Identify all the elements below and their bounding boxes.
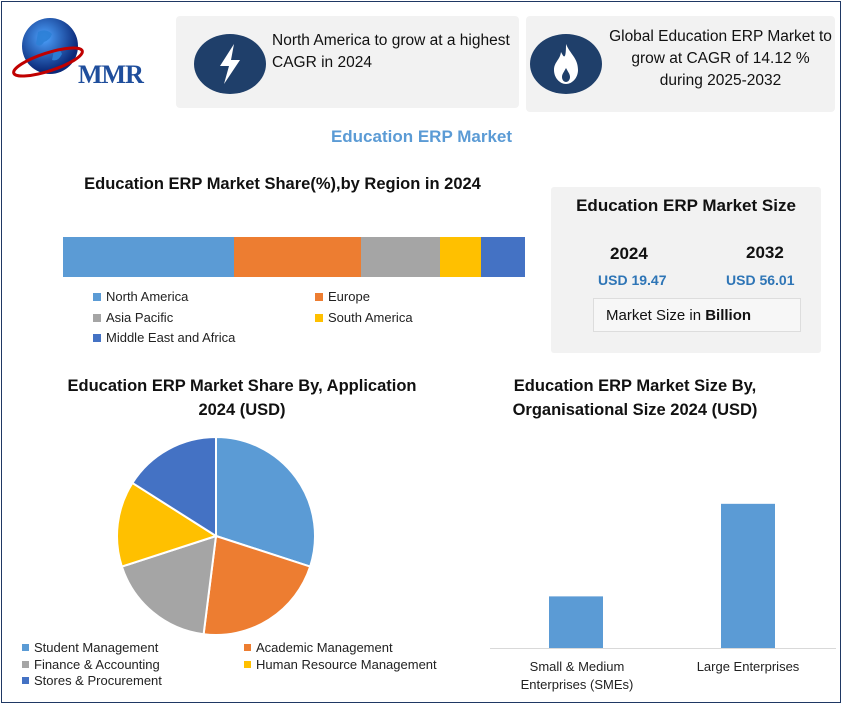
- globe-icon: [12, 18, 84, 78]
- legend-swatch: [93, 313, 101, 322]
- legend-item-north-america: North America: [93, 289, 188, 304]
- legend-item-south-america: South America: [315, 310, 413, 325]
- unit-bold: Billion: [705, 307, 752, 324]
- bar-segment-south-america: [439, 237, 482, 277]
- legend-swatch: [22, 644, 29, 651]
- card-text: North America to grow at a highest CAGR …: [272, 32, 510, 71]
- bar-segment-middle-east-and-africa: [481, 237, 525, 277]
- x-tick-label-large-enterprises: Large Enterprises: [696, 659, 800, 674]
- bar-small-medium-enterprises-smes: [549, 596, 603, 648]
- highlight-card-cagr: Global Education ERP Market to grow at C…: [526, 16, 835, 112]
- legend-swatch: [244, 661, 251, 668]
- legend-label: Student Management: [34, 640, 159, 655]
- legend-item-student-management: Student Management: [22, 640, 158, 655]
- legend-label: North America: [106, 289, 189, 304]
- org-size-chart-title: Education ERP Market Size By, Organisati…: [512, 377, 758, 419]
- main-title: Education ERP Market: [330, 127, 513, 146]
- market-size-title: Education ERP Market Size: [576, 196, 796, 215]
- application-chart-title: Education ERP Market Share By, Applicati…: [67, 377, 417, 419]
- unit-label: Market Size in Billion: [593, 298, 801, 332]
- value-2032: USD 56.01: [726, 272, 795, 288]
- pie-slice-stores-procurement: [131, 435, 217, 538]
- bar-segment-asia-pacific: [360, 237, 440, 277]
- legend-swatch: [315, 313, 323, 322]
- legend-label: South America: [328, 310, 413, 325]
- highlight-card-growth: North America to grow at a highest CAGR …: [176, 16, 519, 108]
- market-size-panel: Education ERP Market Size 2024 USD 19.47…: [551, 187, 821, 353]
- year-2032: 2032: [746, 243, 784, 262]
- application-pie-chart: [116, 435, 316, 636]
- pie-slice-student-management: [215, 435, 316, 568]
- legend-swatch: [22, 677, 29, 684]
- legend-item-academic-management: Academic Management: [244, 640, 393, 655]
- legend-label: Academic Management: [256, 640, 393, 655]
- legend-item-europe: Europe: [315, 289, 370, 304]
- region-stacked-bar: [63, 237, 525, 277]
- flame-icon: [530, 34, 602, 94]
- legend-swatch: [244, 644, 251, 651]
- legend-label: Asia Pacific: [106, 310, 174, 325]
- pie-slice-human-resource-management: [116, 481, 219, 568]
- legend-item-human-resource-management: Human Resource Management: [244, 657, 437, 672]
- legend-item-finance-accounting: Finance & Accounting: [22, 657, 160, 672]
- legend-label: Human Resource Management: [256, 657, 437, 672]
- legend-label: Middle East and Africa: [106, 330, 236, 345]
- legend-label: Stores & Procurement: [34, 673, 162, 688]
- pie-slice-finance-accounting: [120, 534, 218, 636]
- logo-text: MMR: [78, 60, 144, 89]
- legend-item-asia-pacific: Asia Pacific: [93, 310, 173, 325]
- legend-label: Finance & Accounting: [34, 657, 160, 672]
- legend-item-stores-procurement: Stores & Procurement: [22, 673, 162, 688]
- bar-large-enterprises: [721, 503, 775, 648]
- legend-label: Europe: [328, 289, 370, 304]
- bar-segment-europe: [233, 237, 361, 277]
- year-2024: 2024: [610, 244, 648, 263]
- legend-swatch: [93, 333, 101, 342]
- unit-prefix: Market Size in: [606, 307, 706, 324]
- mmr-logo: MMR: [8, 10, 158, 90]
- region-chart-title: Education ERP Market Share(%),by Region …: [84, 175, 481, 193]
- legend-swatch: [93, 292, 101, 301]
- pie-slice-academic-management: [202, 534, 312, 636]
- lightning-icon: [194, 34, 266, 94]
- legend-item-middle-east-and-africa: Middle East and Africa: [93, 330, 235, 345]
- bar-segment-north-america: [63, 237, 234, 277]
- legend-swatch: [315, 292, 323, 301]
- x-tick-label-small-medium-enterprises-smes: Small & Medium Enterprises (SMEs): [520, 659, 634, 692]
- legend-swatch: [22, 661, 29, 668]
- value-2024: USD 19.47: [598, 272, 667, 288]
- org-size-bar-chart: [490, 503, 836, 649]
- card-text: Global Education ERP Market to grow at C…: [609, 28, 832, 89]
